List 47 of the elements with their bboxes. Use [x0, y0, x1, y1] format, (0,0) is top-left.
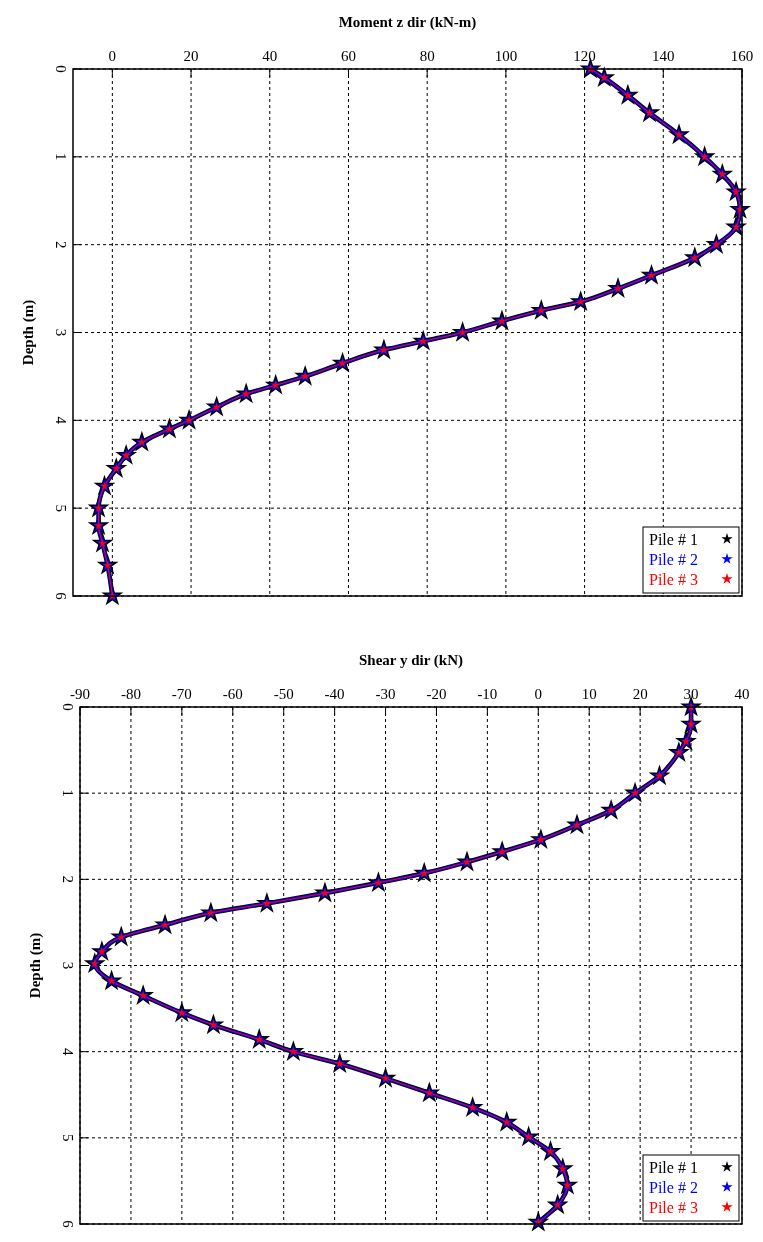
x-tick-label: 30 [683, 686, 699, 702]
y-tick-label: 4 [59, 1047, 76, 1056]
x-tick-label: -60 [222, 686, 243, 702]
legend-label: Pile # 3 [649, 571, 698, 588]
x-tick-label: 20 [632, 686, 648, 702]
y-tick-label: 0 [59, 703, 76, 711]
y-tick-label: 2 [52, 240, 69, 249]
x-tick-label: -70 [171, 686, 192, 702]
legend-label: Pile # 1 [649, 1159, 698, 1176]
x-tick-label: 60 [340, 48, 356, 64]
legend-label: Pile # 2 [649, 551, 698, 568]
y-tick-label: 1 [59, 789, 76, 797]
y-tick-label: 5 [52, 504, 69, 512]
x-tick-label: 0 [108, 48, 117, 64]
y-axis-title: Depth (m) [20, 299, 37, 366]
x-tick-label: -20 [426, 686, 447, 702]
y-tick-label: 3 [59, 961, 76, 970]
x-axis-title: Moment z dir (kN-m) [338, 14, 477, 31]
x-tick-label: -80 [120, 686, 141, 702]
x-tick-label: 40 [262, 48, 278, 64]
x-tick-label: 40 [734, 686, 750, 702]
legend-label: Pile # 1 [649, 531, 698, 548]
x-tick-label: -10 [477, 686, 498, 702]
x-tick-label: -40 [324, 686, 345, 702]
y-tick-label: 1 [52, 153, 69, 161]
y-tick-label: 5 [59, 1134, 76, 1142]
legend-label: Pile # 3 [649, 1199, 698, 1216]
legend-label: Pile # 2 [649, 1179, 698, 1196]
x-tick-label: 120 [573, 48, 596, 64]
x-tick-label: -50 [273, 686, 294, 702]
x-axis-title: Shear y dir (kN) [358, 652, 464, 669]
x-tick-label: 0 [534, 686, 543, 702]
y-tick-label: 0 [52, 65, 69, 73]
y-tick-label: 6 [59, 1220, 76, 1229]
x-tick-label: 80 [419, 48, 435, 64]
y-tick-label: 6 [52, 592, 69, 601]
y-tick-label: 2 [59, 875, 76, 884]
x-tick-label: 100 [494, 48, 518, 64]
y-tick-label: 3 [52, 328, 69, 337]
x-tick-label: -90 [70, 686, 90, 702]
x-tick-label: 140 [652, 48, 675, 64]
y-axis-title: Depth (m) [27, 932, 44, 999]
x-tick-label: 160 [730, 48, 754, 64]
x-tick-label: -30 [375, 686, 396, 702]
x-tick-label: 20 [183, 48, 199, 64]
y-tick-label: 4 [52, 416, 69, 425]
x-tick-label: 10 [581, 686, 597, 702]
